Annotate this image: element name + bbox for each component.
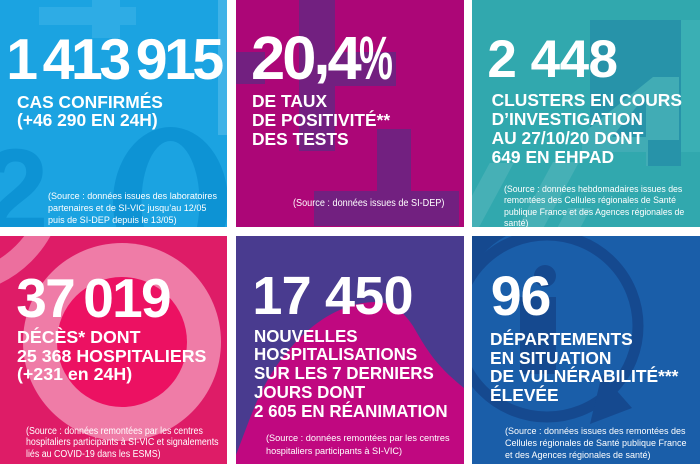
svg-text:2: 2	[0, 125, 49, 227]
